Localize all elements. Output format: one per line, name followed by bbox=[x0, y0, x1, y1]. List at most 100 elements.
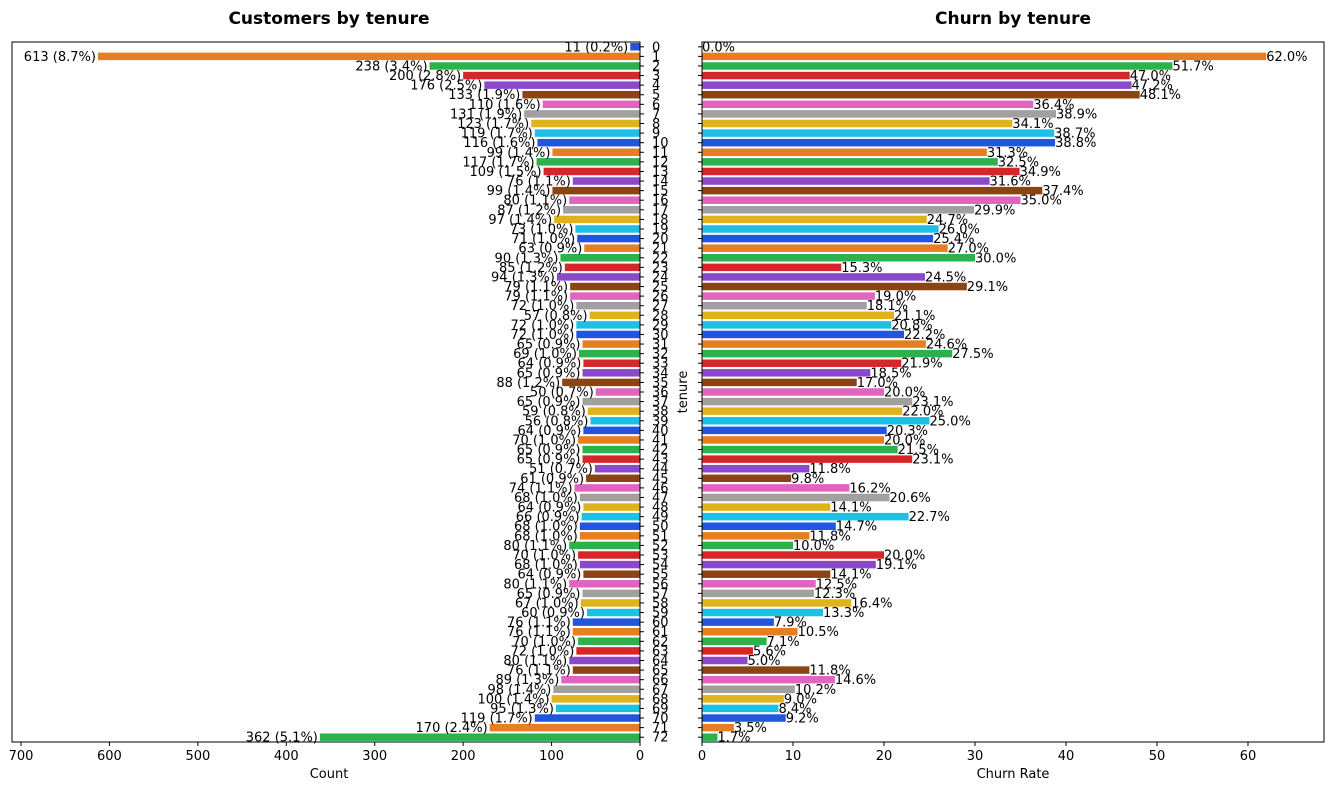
left-y-tick-label-1: 1 bbox=[652, 50, 660, 65]
right-bar-label-39: 25.0% bbox=[930, 414, 971, 429]
right-bar-label-56: 12.5% bbox=[816, 577, 857, 592]
right-bar-tenure-38 bbox=[702, 407, 903, 415]
left-y-tick-label-33: 33 bbox=[652, 357, 669, 372]
left-y-tick-label-67: 67 bbox=[652, 683, 669, 698]
right-bar-tenure-33 bbox=[702, 359, 902, 367]
left-bar-label-7: 131 (1.9%) bbox=[450, 107, 522, 122]
right-bar-label-26: 19.0% bbox=[875, 290, 916, 305]
right-bar-tenure-55 bbox=[702, 570, 831, 578]
left-bar-label-29: 72 (1.0%) bbox=[510, 318, 574, 333]
left-bar-tenure-15 bbox=[552, 186, 640, 195]
right-bar-label-28: 21.1% bbox=[894, 309, 935, 324]
left-bar-tenure-30 bbox=[576, 330, 640, 339]
left-y-tick-label-68: 68 bbox=[652, 692, 669, 707]
left-x-tick-label-600: 600 bbox=[97, 749, 122, 764]
left-bar-label-19: 73 (1.0%) bbox=[510, 222, 574, 237]
right-bar-tenure-59 bbox=[702, 608, 824, 617]
left-y-tick-label-42: 42 bbox=[652, 443, 669, 458]
left-bar-tenure-3 bbox=[463, 71, 640, 80]
left-bar-label-11: 99 (1.4%) bbox=[487, 146, 551, 161]
right-bar-tenure-1 bbox=[702, 52, 1267, 61]
right-bar-tenure-2 bbox=[702, 62, 1173, 70]
right-bar-tenure-3 bbox=[702, 71, 1130, 80]
left-bar-tenure-10 bbox=[537, 138, 640, 147]
left-y-tick-label-64: 64 bbox=[652, 654, 669, 669]
right-bar-tenure-35 bbox=[702, 378, 857, 387]
right-bar-tenure-72 bbox=[702, 733, 718, 741]
left-bar-label-10: 116 (1.6%) bbox=[463, 136, 535, 151]
left-bar-label-53: 70 (1.0%) bbox=[512, 549, 576, 564]
left-y-tick-label-44: 44 bbox=[652, 462, 669, 477]
right-bar-label-65: 11.8% bbox=[809, 664, 850, 679]
left-bar-tenure-12 bbox=[536, 158, 640, 166]
right-bar-label-14: 31.6% bbox=[990, 175, 1031, 190]
right-bar-tenure-4 bbox=[702, 81, 1132, 89]
left-bar-tenure-60 bbox=[572, 618, 640, 626]
left-bar-label-21: 63 (0.9%) bbox=[518, 242, 582, 257]
right-bar-label-13: 34.9% bbox=[1020, 165, 1061, 180]
right-chart-title: Churn by tenure bbox=[935, 9, 1091, 29]
right-bar-tenure-37 bbox=[702, 397, 913, 406]
right-bar-label-62: 7.1% bbox=[767, 635, 800, 650]
right-bar-label-21: 27.0% bbox=[948, 242, 989, 257]
left-x-tick-label-300: 300 bbox=[362, 749, 387, 764]
left-bar-label-16: 80 (1.1%) bbox=[503, 194, 567, 209]
left-bar-tenure-61 bbox=[572, 627, 640, 636]
left-bars bbox=[97, 43, 640, 741]
right-bar-label-61: 10.5% bbox=[798, 625, 839, 640]
left-y-tick-label-10: 10 bbox=[652, 136, 669, 151]
left-bar-label-51: 68 (1.0%) bbox=[514, 529, 578, 544]
left-y-tick-label-28: 28 bbox=[652, 309, 669, 324]
right-bar-label-33: 21.9% bbox=[901, 357, 942, 372]
left-y-tick-label-5: 5 bbox=[652, 88, 660, 103]
left-bar-label-4: 176 (2.5%) bbox=[410, 79, 482, 94]
left-bar-label-9: 119 (1.7%) bbox=[461, 127, 533, 142]
left-y-tick-label-48: 48 bbox=[652, 501, 669, 516]
left-bar-label-48: 64 (0.9%) bbox=[518, 501, 582, 516]
right-bar-label-10: 38.8% bbox=[1055, 136, 1096, 151]
left-bar-tenure-9 bbox=[534, 129, 640, 137]
left-y-tick-label-20: 20 bbox=[652, 232, 669, 247]
right-bar-tenure-48 bbox=[702, 503, 831, 511]
left-bar-label-59: 60 (0.9%) bbox=[521, 606, 585, 621]
left-bar-label-45: 61 (0.9%) bbox=[520, 472, 584, 487]
left-bar-tenure-37 bbox=[582, 397, 640, 406]
left-y-tick-label-58: 58 bbox=[652, 596, 669, 611]
right-bar-label-19: 26.0% bbox=[939, 222, 980, 237]
right-bar-label-44: 11.8% bbox=[809, 462, 850, 477]
right-bar-tenure-53 bbox=[702, 551, 884, 559]
right-bar-tenure-54 bbox=[702, 560, 876, 569]
right-bar-tenure-45 bbox=[702, 474, 792, 483]
left-bar-tenure-1 bbox=[97, 52, 640, 61]
left-bar-tenure-52 bbox=[569, 541, 640, 550]
left-bar-label-14: 76 (1.1%) bbox=[507, 175, 571, 190]
right-bar-tenure-69 bbox=[702, 704, 779, 713]
right-bar-tenure-11 bbox=[702, 148, 987, 157]
left-bar-tenure-2 bbox=[429, 62, 640, 70]
left-bar-label-71: 170 (2.4%) bbox=[416, 721, 488, 736]
left-x-ticks: 700 600 500 400 300 200 100 0 bbox=[9, 742, 644, 764]
left-bar-label-37: 65 (0.9%) bbox=[517, 395, 581, 410]
left-bar-tenure-51 bbox=[579, 532, 640, 540]
left-bar-label-57: 65 (0.9%) bbox=[517, 587, 581, 602]
right-bar-tenure-9 bbox=[702, 129, 1055, 137]
left-y-tick-label-56: 56 bbox=[652, 577, 669, 592]
right-x-ticks: 0 10 20 30 40 50 60 bbox=[698, 742, 1256, 764]
left-bar-label-31: 65 (0.9%) bbox=[517, 338, 581, 353]
left-y-tick-label-11: 11 bbox=[652, 146, 669, 161]
right-bar-tenure-22 bbox=[702, 254, 975, 262]
left-bar-tenure-47 bbox=[579, 493, 640, 502]
left-x-tick-label-100: 100 bbox=[539, 749, 564, 764]
right-y-ticks bbox=[698, 46, 702, 738]
right-bar-label-24: 24.5% bbox=[925, 270, 966, 285]
left-bar-tenure-44 bbox=[594, 464, 640, 473]
right-bar-tenure-30 bbox=[702, 330, 905, 339]
right-bar-tenure-63 bbox=[702, 647, 753, 655]
right-x-tick-label-50: 50 bbox=[1149, 749, 1166, 764]
left-bar-label-18: 97 (1.4%) bbox=[488, 213, 552, 228]
right-bar-tenure-14 bbox=[702, 177, 990, 185]
left-y-tick-label-51: 51 bbox=[652, 529, 669, 544]
left-bar-tenure-17 bbox=[563, 206, 640, 214]
left-bar-tenure-31 bbox=[582, 340, 640, 348]
left-bar-tenure-26 bbox=[570, 292, 640, 300]
